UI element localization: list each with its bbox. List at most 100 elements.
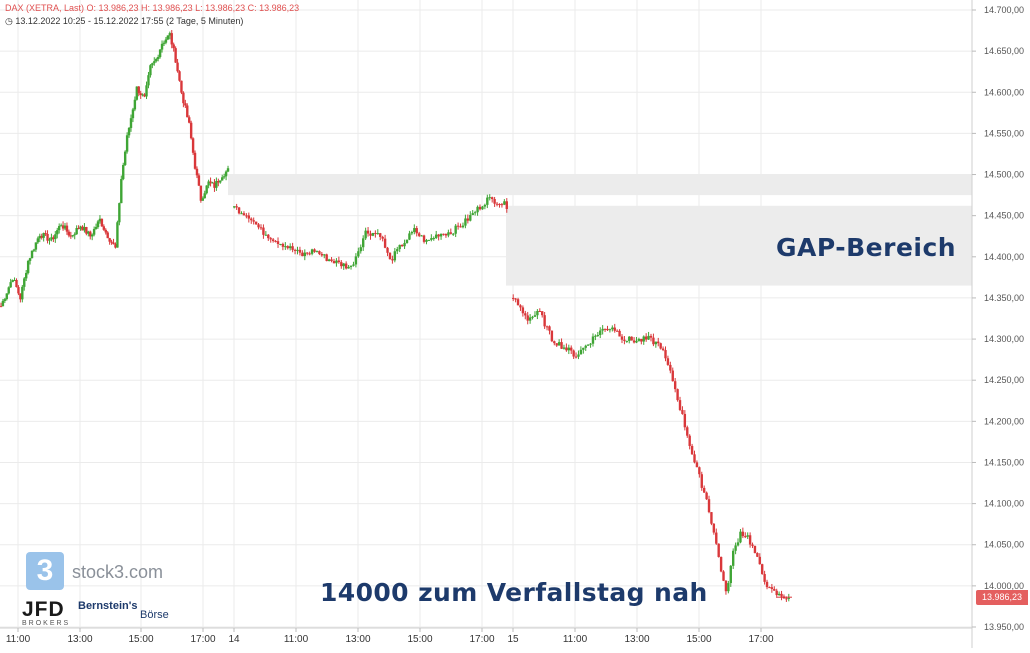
candle-body [386,247,389,253]
candle-body [77,228,80,230]
candle-body [478,206,482,210]
candle-body [5,293,8,300]
candle-body [271,239,275,242]
candle-body [635,340,638,343]
candle-body [201,198,205,201]
candle-body [17,287,20,294]
candle-body [702,487,706,493]
candle-body [758,556,761,565]
candle-body [586,344,590,346]
candle-body [498,204,501,206]
candle-body [567,347,571,351]
candle-body [647,335,650,340]
candle-body [135,86,139,100]
candle-body [584,345,587,348]
candle-body [777,593,781,596]
candle-body [666,358,670,365]
candle-body [57,226,61,231]
candle-body [296,249,299,251]
candle-body [671,370,674,382]
candle-body [405,239,409,243]
candle-body [50,237,53,240]
candle-body [330,259,333,261]
candle-body [483,204,487,207]
candle-body [364,230,367,239]
candle-body [442,233,445,235]
candle-body [739,531,742,543]
candle-body [594,335,597,337]
candle-body [344,263,348,269]
candle-body [717,543,720,557]
candle-body [591,336,595,344]
candle-body [486,197,489,205]
bernsteins-logo: Bernstein's [78,600,138,612]
candle-body [596,335,600,337]
x-tick-label: 11:00 [284,634,309,645]
candle-body [456,225,460,227]
y-tick-label: 14.650,00 [984,46,1024,56]
candle-body [56,230,59,235]
candle-body [620,336,624,340]
candle-body [308,253,311,255]
jfd-logo: JFD [22,598,65,621]
candle-body [172,44,175,49]
candle-body [369,233,372,236]
candle-body [219,180,222,183]
candle-body [211,182,214,184]
candle-body [180,80,183,93]
candle-body [337,260,341,263]
candle-body [193,152,197,169]
y-tick-label: 14.150,00 [984,457,1024,467]
candle-body [36,238,40,243]
candle-body [753,545,757,554]
candle-body [54,234,57,240]
candle-body [197,175,201,186]
candle-body [252,220,255,222]
candle-body [449,232,453,234]
candle-body [352,264,355,266]
candle-body [548,326,551,331]
candle-body [11,280,14,283]
candle-body [379,233,382,237]
candle-body [69,235,73,237]
candle-body [427,239,431,241]
jfd-logo-subtitle: BROKERS [22,620,71,627]
candle-body [269,238,272,240]
candle-body [565,347,568,351]
candle-body [310,249,314,254]
candle-body [572,350,575,357]
candle-body [599,330,602,336]
candle-body [182,92,185,104]
chart-annotation: 14000 zum Verfallstag nah [320,578,708,607]
candle-body [688,435,691,446]
date-range-label: 13.12.2022 10:25 - 15.12.2022 17:55 (2 T… [15,16,244,26]
candle-body [209,181,212,183]
candle-body [761,564,764,574]
candle-body [469,215,472,221]
candle-body [205,185,208,194]
candle-body [454,225,457,234]
candle-body [637,338,641,341]
candle-body [695,462,699,468]
candle-body [503,201,506,205]
stock3-wordmark: stock3.com [72,562,164,582]
candle-body [217,180,220,183]
candle-body [611,327,614,330]
candle-body [114,244,117,248]
candle-body [34,242,38,250]
candle-body [42,233,45,238]
candle-body [536,310,539,316]
candle-body [425,240,428,242]
candle-body [514,298,517,300]
candle-body [19,293,22,300]
candle-body [371,232,375,236]
candle-body [664,350,667,359]
candle-body [274,241,277,243]
candle-body [349,265,353,267]
candle-body [166,35,170,40]
candle-body [727,583,730,592]
candle-body [707,499,711,513]
candle-body [267,234,270,239]
